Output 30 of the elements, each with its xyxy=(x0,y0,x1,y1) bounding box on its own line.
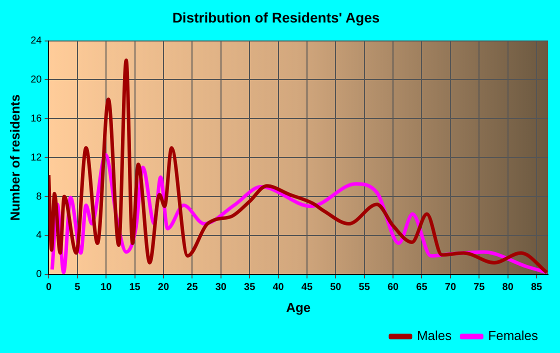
y-tick-label: 8 xyxy=(36,191,42,202)
x-tick-label: 60 xyxy=(387,282,400,294)
x-tick-label: 45 xyxy=(301,282,313,294)
x-tick-label: 70 xyxy=(444,282,456,294)
x-axis-title: Age xyxy=(286,300,311,315)
legend-label: Males xyxy=(416,328,452,344)
x-tick-label: 5 xyxy=(74,282,81,294)
y-tick-label: 12 xyxy=(30,152,42,164)
y-tick-label: 20 xyxy=(30,74,42,86)
x-tick-label: 50 xyxy=(330,282,342,294)
x-tick-label: 55 xyxy=(358,282,370,294)
x-tick-label: 35 xyxy=(244,282,256,294)
x-tick-label: 10 xyxy=(100,282,112,294)
x-tick-label: 30 xyxy=(215,282,227,294)
y-tick-label: 0 xyxy=(36,269,42,280)
x-tick-label: 20 xyxy=(158,282,170,294)
chart-title: Distribution of Residents' Ages xyxy=(172,9,380,26)
y-tick-label: 4 xyxy=(36,230,42,242)
legend-label: Females xyxy=(488,328,538,344)
x-tick-label: 25 xyxy=(186,282,198,294)
x-tick-label: 65 xyxy=(416,282,428,294)
x-tick-label: 80 xyxy=(502,282,514,294)
y-tick-label: 24 xyxy=(30,36,42,47)
y-tick-label: 16 xyxy=(30,113,42,124)
x-tick-label: 15 xyxy=(129,282,141,294)
x-tick-label: 40 xyxy=(272,282,284,294)
x-tick-label: 75 xyxy=(474,282,486,294)
x-tick-label: 85 xyxy=(530,282,543,294)
x-tick-label: 0 xyxy=(46,282,52,294)
y-axis-title: Number of residents xyxy=(7,94,22,221)
